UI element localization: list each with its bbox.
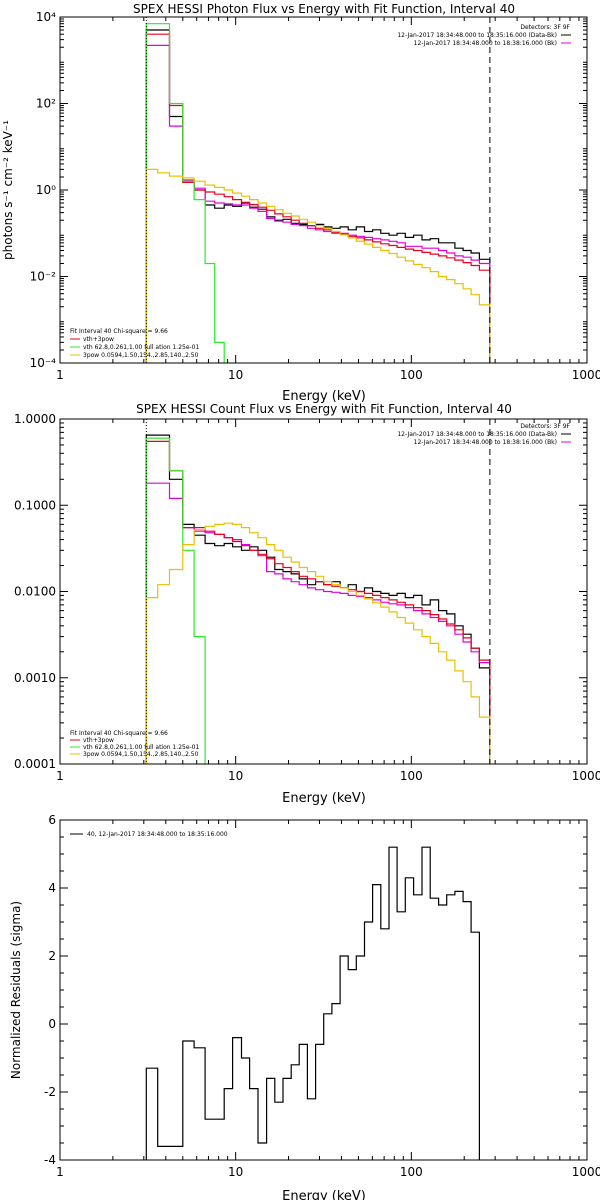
residuals-plot-area: 1 10 100 1000 -4 -2 0 2 4 6 <box>44 813 600 1179</box>
residuals-xlabel: Energy (keV) <box>282 1189 366 1200</box>
photon-flux-ytick-label: 10⁰ <box>36 183 56 197</box>
count-flux-xtick-label: 100 <box>400 769 423 783</box>
photon-flux-series-group <box>145 23 491 363</box>
residuals-ytick-label: 6 <box>48 813 56 827</box>
residuals-series-0 <box>145 846 480 1160</box>
photon-flux-series-0 <box>145 29 491 363</box>
photon-flux-xtick-label: 1000 <box>572 368 600 382</box>
count-flux-header-1: Detectors: 3F 9F <box>520 423 570 430</box>
residuals-xtick-label: 1000 <box>572 1165 600 1179</box>
residuals-ylabel: Normalized Residuals (sigma) <box>9 901 23 1079</box>
residuals-xtick-label: 1 <box>56 1165 64 1179</box>
count-flux-series-group <box>145 434 491 764</box>
photon-flux-title: SPEX HESSI Photon Flux vs Energy with Fi… <box>133 2 515 16</box>
count-flux-ytick-label: 0.0010 <box>14 671 56 685</box>
residuals-legend: 40, 12-Jan-2017 18:34:48.000 to 18:35:16… <box>87 831 228 838</box>
residuals-ytick-label: 4 <box>48 881 56 895</box>
count-flux-title: SPEX HESSI Count Flux vs Energy with Fit… <box>136 402 512 416</box>
count-flux-ytick-label: 1.0000 <box>14 412 56 426</box>
photon-flux-legend-3: 3pow 0.0594,1.50,154.,2.85,140.,2.50 <box>83 352 199 359</box>
photon-flux-ytick-label: 10⁻² <box>30 270 57 284</box>
count-flux-ytick-label: 0.0100 <box>14 585 56 599</box>
residuals-panel: 40, 12-Jan-2017 18:34:48.000 to 18:35:16… <box>9 831 366 1200</box>
photon-flux-header-3: 12-Jan-2017 18:34:48.000 to 18:38:16.000… <box>414 40 557 47</box>
photon-flux-series-3 <box>145 23 225 363</box>
photon-flux-panel: SPEX HESSI Photon Flux vs Energy with Fi… <box>1 2 571 404</box>
photon-flux-plot-area: 1 10 100 1000 10⁻⁴ 10⁻² 10⁰ 10² 10⁴ <box>30 10 600 382</box>
count-flux-xtick-label: 1000 <box>572 769 600 783</box>
count-flux-header-3: 12-Jan-2017 18:34:48.000 to 18:38:16.000… <box>414 439 557 446</box>
photon-flux-legend-2: vth 62.8,0.261,1.00 full ation 1.25e-01 <box>83 344 199 351</box>
photon-flux-xlabel: Energy (keV) <box>282 389 366 404</box>
photon-flux-header-1: Detectors: 3F 9F <box>520 24 570 31</box>
count-flux-xtick-label: 10 <box>228 769 243 783</box>
count-flux-panel: SPEX HESSI Count Flux vs Energy with Fit… <box>70 402 571 806</box>
photon-flux-fit-label: Fit Interval 40 Chi-square = 9.66 <box>70 328 168 335</box>
photon-flux-legend-1: vth+3pow <box>83 336 114 343</box>
count-flux-xtick-label: 1 <box>56 769 64 783</box>
photon-flux-header-2: 12-Jan-2017 18:34:48.000 to 18:35:16.000… <box>397 32 557 39</box>
photon-flux-series-1 <box>145 44 491 363</box>
residuals-ytick-label: 0 <box>48 1017 56 1031</box>
count-flux-series-4 <box>145 522 491 764</box>
residuals-ytick-label: -4 <box>44 1153 56 1167</box>
count-flux-ytick-label: 0.1000 <box>14 498 56 512</box>
photon-flux-ylabel: photons s⁻¹ cm⁻² keV⁻¹ <box>1 120 15 260</box>
photon-flux-ytick-label: 10⁴ <box>36 10 56 24</box>
count-flux-series-2 <box>145 440 491 764</box>
count-flux-header-2: 12-Jan-2017 18:34:48.000 to 18:35:16.000… <box>397 431 557 438</box>
count-flux-legend-2: vth 62.8,0.261,1.00 full ation 1.25e-01 <box>83 744 199 751</box>
photon-flux-ytick-label: 10² <box>36 97 56 111</box>
residuals-ytick-label: -2 <box>44 1085 56 1099</box>
photon-flux-xtick-label: 1 <box>56 368 64 382</box>
photon-flux-xtick-label: 10 <box>228 368 243 382</box>
count-flux-legend-3: 3pow 0.0594,1.50,154.,2.85,140.,2.50 <box>83 751 199 758</box>
count-flux-plot-area: 1 10 100 1000 0.0001 0.0010 0.0100 0.1000 1.0000 <box>14 412 600 783</box>
count-flux-fit-label: Fit Interval 40 Chi-square = 9.66 <box>70 730 168 737</box>
count-flux-xlabel: Energy (keV) <box>282 791 366 806</box>
photon-flux-xtick-label: 100 <box>400 368 423 382</box>
photon-flux-series-4 <box>145 168 491 363</box>
residuals-series-group <box>145 846 480 1160</box>
count-flux-ytick-label: 0.0001 <box>14 757 56 771</box>
residuals-xtick-label: 10 <box>228 1165 243 1179</box>
residuals-xtick-label: 100 <box>400 1165 423 1179</box>
residuals-ytick-label: 2 <box>48 949 56 963</box>
photon-flux-ytick-label: 10⁻⁴ <box>30 356 57 370</box>
count-flux-legend-1: vth+3pow <box>83 737 114 744</box>
